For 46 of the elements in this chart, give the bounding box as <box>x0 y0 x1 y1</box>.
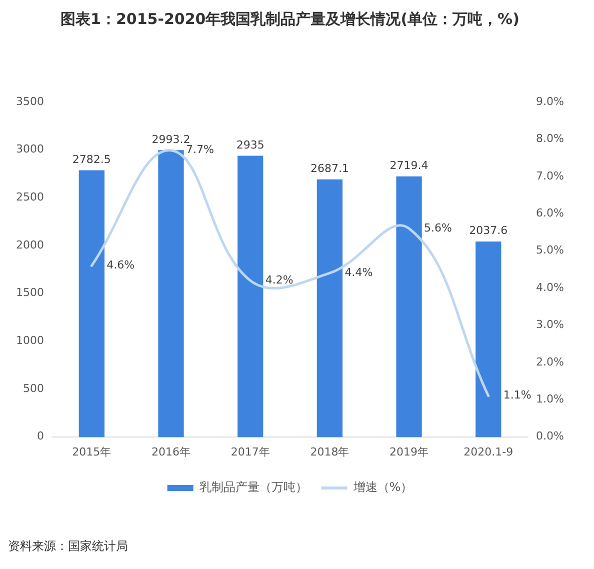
x-tick-label: 2019年 <box>390 445 429 458</box>
data-label: 2993.2 <box>152 132 190 146</box>
x-tick-label: 2015年 <box>72 445 112 458</box>
y2-tick-label: 5.0% <box>536 244 564 257</box>
y-tick-label: 500 <box>22 382 44 395</box>
y2-tick-label: 7.0% <box>536 169 564 182</box>
y2-tick-label: 0.0% <box>536 430 564 443</box>
y2-tick-label: 1.0% <box>536 392 564 406</box>
text: 资料来源：国家统计局 <box>8 539 128 554</box>
x-tick-label: 2018年 <box>310 445 350 458</box>
y2-tick-label: 6.0% <box>536 206 564 220</box>
bar <box>78 170 104 438</box>
bar <box>396 176 422 438</box>
data-label: 2782.5 <box>72 152 111 166</box>
bar <box>158 150 184 438</box>
bar <box>316 179 343 438</box>
data-label: 2687.1 <box>310 162 349 176</box>
data-label: 5.6% <box>424 221 452 234</box>
y2-tick-label: 8.0% <box>536 132 564 146</box>
y-tick-label: 2000 <box>16 238 44 252</box>
y-tick-label: 0 <box>36 430 44 443</box>
data-label: 2935 <box>236 138 264 152</box>
data-label: 4.2% <box>265 273 294 286</box>
y-tick-label: 1500 <box>16 286 44 300</box>
y2-tick-label: 4.0% <box>536 280 564 294</box>
y2-tick-label: 3.0% <box>536 318 564 332</box>
y-tick-label: 3000 <box>16 142 44 156</box>
y2-tick-label: 2.0% <box>536 355 564 368</box>
bar <box>476 242 502 438</box>
y-tick-label: 1000 <box>16 334 44 347</box>
data-label: 7.7% <box>186 143 214 156</box>
bar <box>238 156 264 438</box>
data-label: 4.6% <box>106 258 135 272</box>
chart-title: 图表1：2015-2020年我国乳制品产量及增长情况(单位：万吨，%) <box>60 10 520 28</box>
x-tick-label: 2017年 <box>230 445 270 458</box>
data-label: 1.1% <box>503 388 532 402</box>
y-tick-label: 3500 <box>16 94 44 108</box>
x-tick-label: 2016年 <box>152 445 191 458</box>
x-tick-label: 2020.1-9 <box>464 445 514 458</box>
legend-label: 乳制品产量（万吨） <box>199 480 308 494</box>
y2-tick-label: 9.0% <box>536 94 564 108</box>
legend-label: 增速（%） <box>352 480 413 494</box>
data-label: 2719.4 <box>390 159 428 172</box>
data-label: 4.4% <box>344 266 373 279</box>
data-label: 2037.6 <box>469 224 508 238</box>
y-tick-label: 2500 <box>16 190 44 204</box>
